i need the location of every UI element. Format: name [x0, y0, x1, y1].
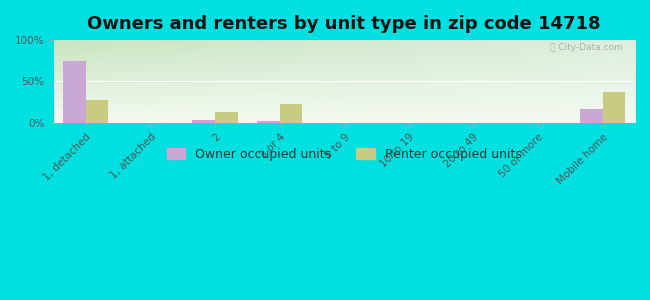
Text: ⓘ City-Data.com: ⓘ City-Data.com — [551, 43, 623, 52]
Bar — [192, 120, 215, 123]
Bar — [280, 104, 302, 123]
Bar — [580, 109, 603, 123]
Legend: Owner occupied units, Renter occupied units: Owner occupied units, Renter occupied un… — [161, 143, 527, 166]
Bar — [603, 92, 625, 123]
Title: Owners and renters by unit type in zip code 14718: Owners and renters by unit type in zip c… — [88, 15, 601, 33]
Bar — [86, 100, 109, 123]
Bar — [257, 121, 280, 123]
Bar — [63, 61, 86, 123]
Bar — [215, 112, 238, 123]
